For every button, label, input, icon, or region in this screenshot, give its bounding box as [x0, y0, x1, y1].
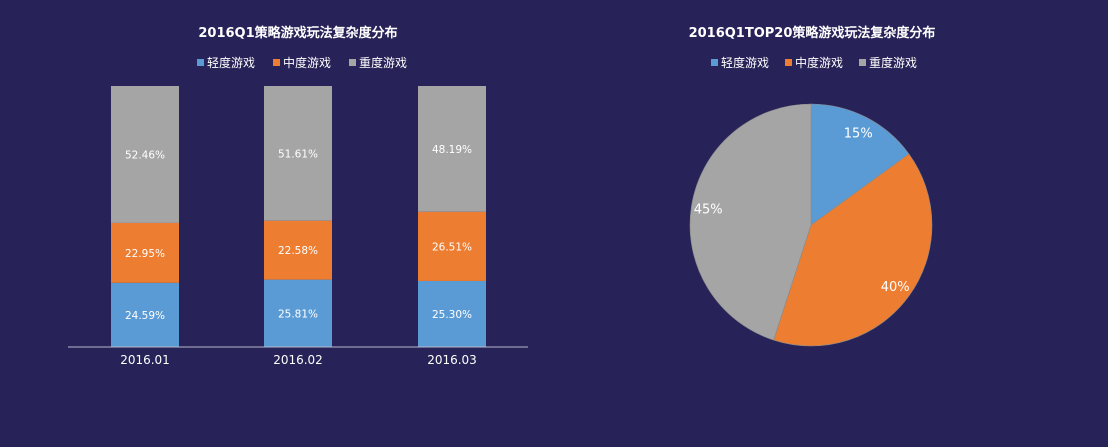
legend-swatch-2 [785, 59, 792, 66]
bar-2016.03-series-1 [418, 280, 486, 347]
legend-label-1: 轻度游戏 [207, 55, 255, 70]
pie-chart-legend: 轻度游戏 中度游戏 重度游戏 [711, 55, 917, 70]
pie-slice-2 [773, 153, 933, 347]
legend-swatch-3 [859, 59, 866, 66]
legend-label-1: 轻度游戏 [721, 55, 769, 70]
legend-label-3: 重度游戏 [869, 55, 917, 70]
pie-slice-3 [689, 103, 812, 341]
bar-2016.01-series-2 [111, 222, 179, 283]
x-tick-label: 2016.02 [273, 353, 323, 367]
legend-swatch-1 [197, 59, 204, 66]
bar-2016.02-series-1 [264, 279, 332, 347]
bar-data-label: 25.30% [432, 309, 472, 321]
legend-label-2: 中度游戏 [795, 55, 843, 70]
bar-2016.01-series-1 [111, 282, 179, 347]
bar-data-label: 25.81% [278, 308, 318, 320]
legend-swatch-2 [273, 59, 280, 66]
legend-swatch-3 [349, 59, 356, 66]
bar-data-label: 48.19% [432, 144, 472, 156]
pie-data-label: 45% [694, 203, 723, 218]
x-tick-label: 2016.03 [427, 353, 477, 367]
stacked-bar-chart: 2016Q1策略游戏玩法复杂度分布 轻度游戏 中度游戏 重度游戏 24.59% 22.… [68, 25, 528, 367]
pie-slice-1 [810, 103, 910, 226]
bar-data-label: 52.46% [125, 149, 165, 161]
bar-2016.03-series-2 [418, 211, 486, 281]
bar-2016.02-series-2 [264, 220, 332, 280]
bar-chart-title: 2016Q1策略游戏玩法复杂度分布 [198, 25, 397, 41]
pie-data-label: 15% [844, 126, 873, 141]
legend-label-3: 重度游戏 [359, 55, 407, 70]
bar-data-label: 22.95% [125, 248, 165, 260]
bar-data-label: 22.58% [278, 245, 318, 257]
bar-data-label: 51.61% [278, 148, 318, 160]
pie-data-label: 40% [881, 280, 910, 295]
bar-data-label: 24.59% [125, 310, 165, 322]
bar-chart-legend: 轻度游戏 中度游戏 重度游戏 [197, 55, 407, 70]
x-tick-label: 2016.01 [120, 353, 170, 367]
bar-2016.01-series-3 [111, 86, 179, 223]
legend-label-2: 中度游戏 [283, 55, 331, 70]
legend-swatch-1 [711, 59, 718, 66]
bar-data-label: 26.51% [432, 241, 472, 253]
bar-chart-x-tick-labels: 2016.01 2016.02 2016.03 [120, 353, 477, 367]
pie-chart-title: 2016Q1TOP20策略游戏玩法复杂度分布 [689, 25, 936, 41]
bar-2016.03-series-3 [418, 86, 486, 212]
pie-chart: 2016Q1TOP20策略游戏玩法复杂度分布 轻度游戏 中度游戏 重度游戏 15% 4… [689, 25, 936, 347]
bar-2016.02-series-3 [264, 86, 332, 221]
bar-chart-marks: 24.59% 22.95% 52.46% 25.81% 22.58% 51.61% 25.3… [111, 86, 486, 347]
pie-chart-marks: 15% 40% 45% [689, 103, 933, 347]
